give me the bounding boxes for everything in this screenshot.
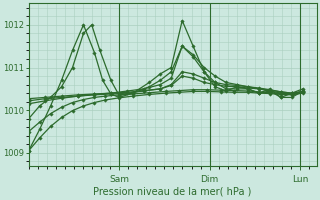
X-axis label: Pression niveau de la mer( hPa ): Pression niveau de la mer( hPa ) bbox=[93, 187, 252, 197]
